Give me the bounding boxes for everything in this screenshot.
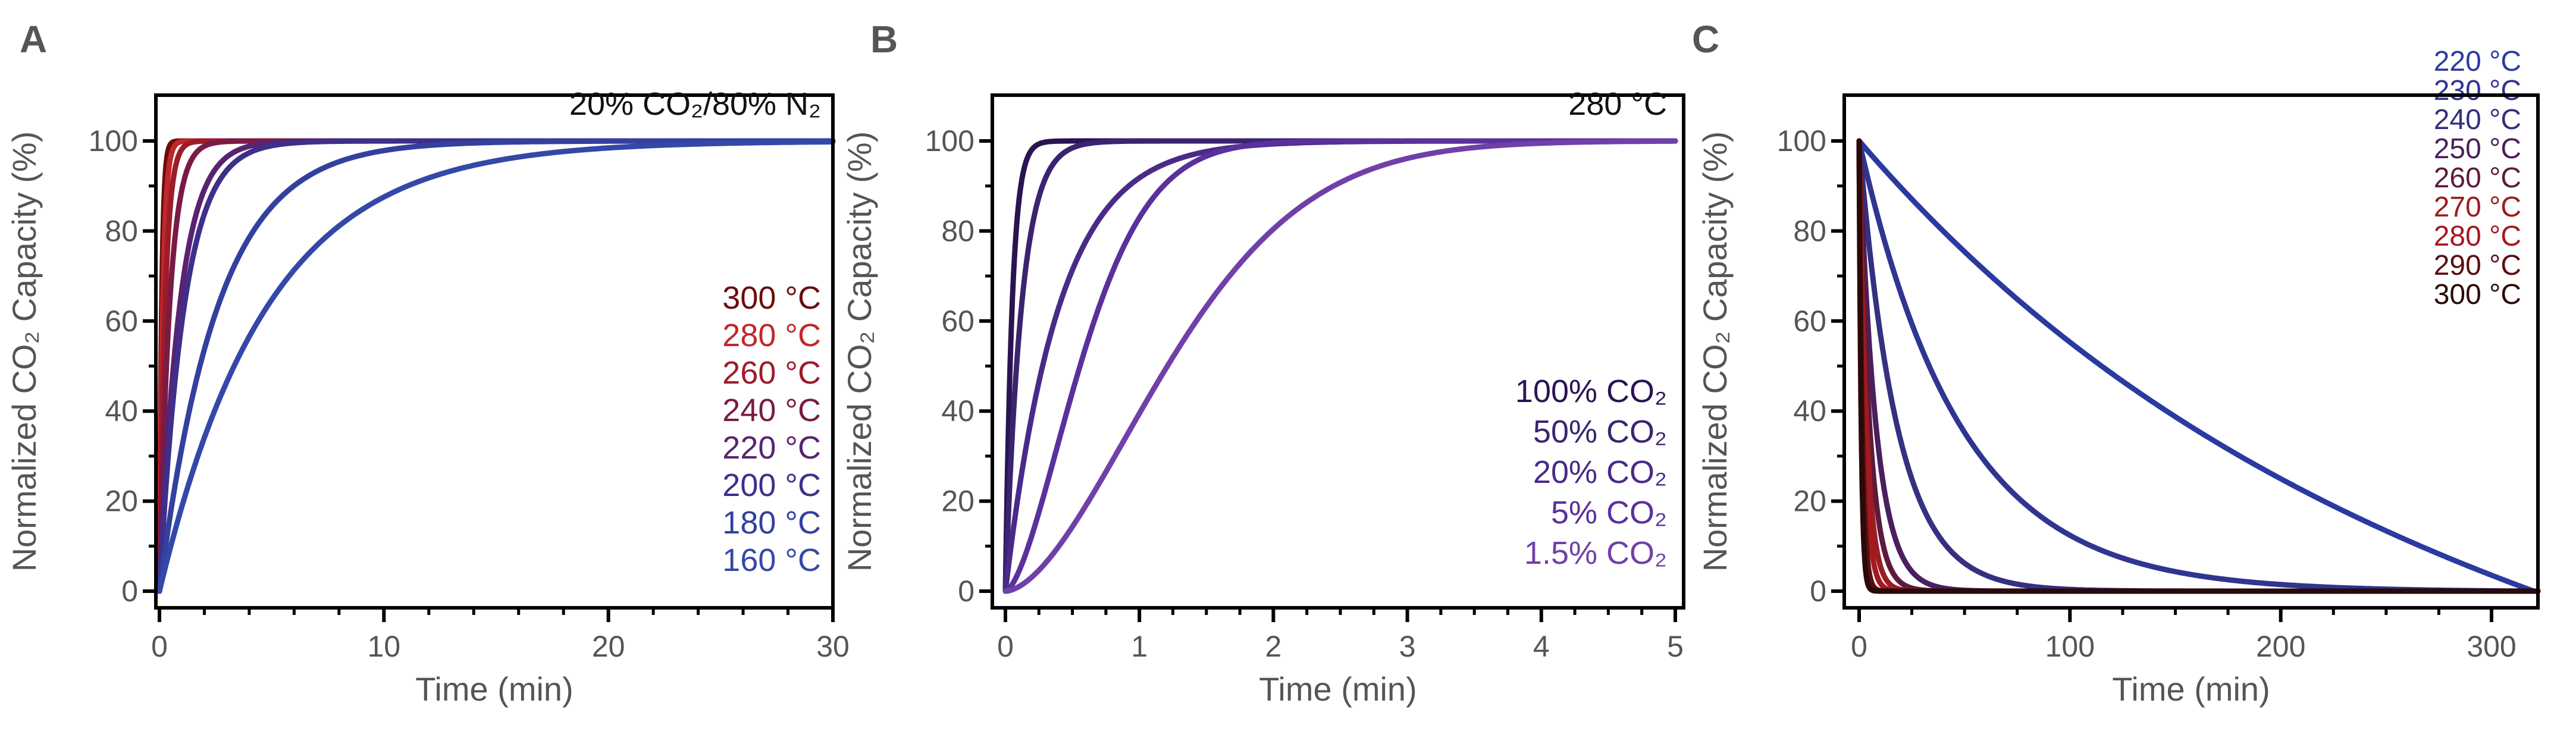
series-line xyxy=(156,139,836,594)
panel-label: A xyxy=(20,18,47,61)
y-tick-label: 80 xyxy=(941,214,974,247)
plot-frame xyxy=(1842,93,2540,610)
series-line xyxy=(1002,138,1678,594)
y-tick-label: 40 xyxy=(105,394,138,428)
plot-frame xyxy=(991,93,1685,610)
y-tick-label: 20 xyxy=(105,485,138,518)
legend-entry: 240 °C xyxy=(722,393,821,428)
x-tick-label: 0 xyxy=(151,630,168,663)
series-line xyxy=(1856,138,2541,594)
legend-entry: 270 °C xyxy=(2434,192,2521,223)
legend-entry: 50% CO₂ xyxy=(1533,414,1667,450)
y-tick-label: 20 xyxy=(941,485,974,518)
x-tick-label: 2 xyxy=(1265,630,1281,663)
legend-entry: 260 °C xyxy=(2434,162,2521,194)
x-axis-title: Time (min) xyxy=(1259,670,1417,708)
series-line xyxy=(1856,138,2541,594)
y-axis-title: Normalized CO₂ Capacity (%) xyxy=(5,131,43,572)
legend-entry: 280 °C xyxy=(2434,221,2521,252)
annotation: 280 °C xyxy=(1568,86,1667,122)
panel-label: C xyxy=(1692,18,1719,61)
y-tick-label: 0 xyxy=(121,575,138,608)
legend-entry: 240 °C xyxy=(2434,104,2521,136)
y-tick-label: 60 xyxy=(1793,304,1826,338)
y-tick-label: 60 xyxy=(105,304,138,338)
y-axis-title: Normalized CO₂ Capacity (%) xyxy=(841,131,878,572)
y-tick-label: 0 xyxy=(1810,575,1826,608)
series-line xyxy=(156,138,836,594)
legend-entry: 290 °C xyxy=(2434,250,2521,281)
legend-entry: 180 °C xyxy=(722,505,821,541)
legend-entry: 1.5% CO₂ xyxy=(1524,535,1667,571)
x-axis-title: Time (min) xyxy=(2112,670,2270,708)
plot-frame xyxy=(154,93,835,610)
x-tick-label: 100 xyxy=(2045,630,2095,663)
y-tick-label: 40 xyxy=(941,394,974,428)
y-tick-label: 0 xyxy=(958,575,974,608)
legend-entry: 220 °C xyxy=(2434,46,2521,77)
y-tick-label: 100 xyxy=(1777,124,1826,158)
legend-entry: 250 °C xyxy=(2434,133,2521,165)
y-tick-label: 20 xyxy=(1793,485,1826,518)
legend-entry: 20% CO₂ xyxy=(1533,454,1667,490)
x-tick-label: 200 xyxy=(2256,630,2305,663)
x-tick-label: 1 xyxy=(1131,630,1148,663)
legend-entry: 160 °C xyxy=(722,542,821,578)
panel-label: B xyxy=(870,18,898,61)
x-tick-label: 0 xyxy=(1851,630,1867,663)
legend-entry: 280 °C xyxy=(722,318,821,353)
legend-entry: 200 °C xyxy=(722,467,821,503)
x-tick-label: 3 xyxy=(1399,630,1416,663)
x-tick-label: 10 xyxy=(368,630,401,663)
y-tick-label: 40 xyxy=(1793,394,1826,428)
y-tick-label: 80 xyxy=(105,214,138,247)
y-tick-label: 80 xyxy=(1793,214,1826,247)
legend-entry: 260 °C xyxy=(722,355,821,391)
y-tick-label: 60 xyxy=(941,304,974,338)
legend-entry: 300 °C xyxy=(2434,279,2521,310)
legend-entry: 5% CO₂ xyxy=(1551,495,1667,530)
legend-entry: 230 °C xyxy=(2434,75,2521,106)
series-line xyxy=(1002,138,1678,594)
x-tick-label: 30 xyxy=(816,630,850,663)
y-tick-label: 100 xyxy=(925,124,974,158)
legend-entry: 300 °C xyxy=(722,280,821,316)
x-axis-title: Time (min) xyxy=(415,670,573,708)
y-axis-title: Normalized CO₂ Capacity (%) xyxy=(1696,131,1734,572)
x-tick-label: 300 xyxy=(2467,630,2516,663)
x-tick-label: 20 xyxy=(592,630,625,663)
x-tick-label: 4 xyxy=(1533,630,1550,663)
x-tick-label: 0 xyxy=(997,630,1014,663)
x-tick-label: 5 xyxy=(1667,630,1684,663)
legend-entry: 100% CO₂ xyxy=(1515,373,1667,409)
y-tick-label: 100 xyxy=(89,124,138,158)
legend-entry: 220 °C xyxy=(722,430,821,466)
annotation: 20% CO₂/80% N₂ xyxy=(569,86,821,122)
